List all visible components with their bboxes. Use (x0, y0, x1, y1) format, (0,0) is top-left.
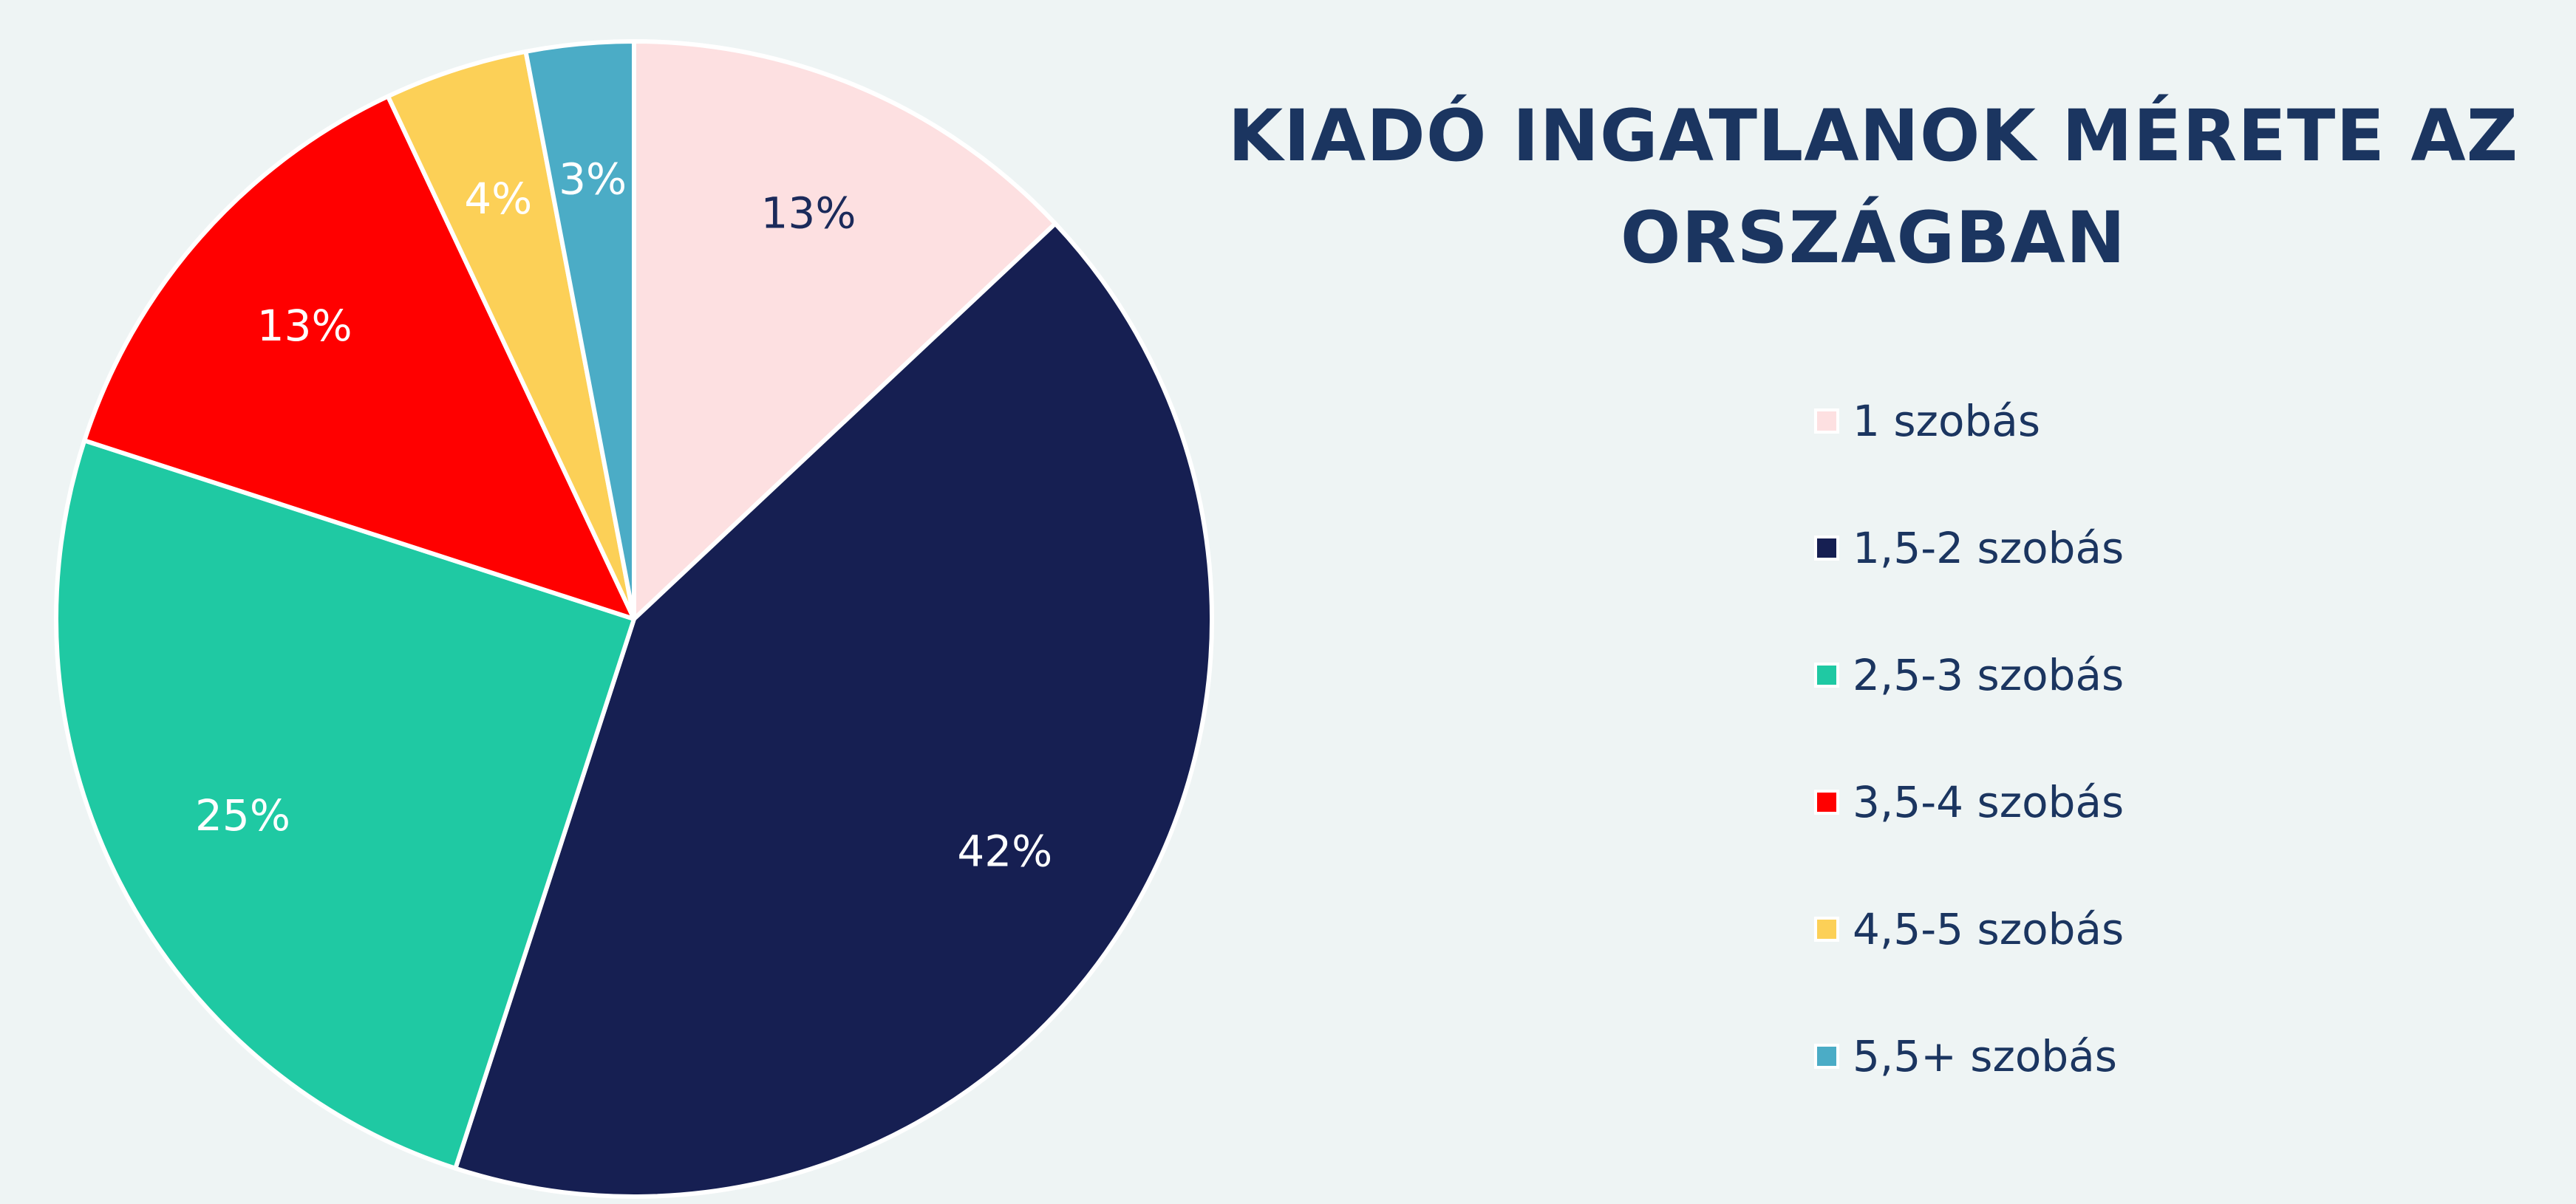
pie-data-label-6: 3% (559, 154, 627, 204)
pie-data-label-2: 42% (957, 827, 1052, 877)
pie-slice-2 (453, 221, 1214, 1199)
legend-label-4: 3,5-4 szobás (1853, 777, 2124, 827)
legend-swatch-3 (1814, 663, 1839, 688)
pie-data-label-3: 25% (195, 790, 290, 841)
pie-data-label-5: 4% (464, 174, 532, 224)
pie-data-label-1: 13% (761, 188, 856, 239)
pie-slices (54, 39, 1214, 1199)
legend-item-3: 2,5-3 szobás (1814, 646, 2124, 705)
legend-swatch-5 (1814, 917, 1839, 942)
legend-item-2: 1,5-2 szobás (1814, 519, 2124, 578)
legend-item-6: 5,5+ szobás (1814, 1027, 2117, 1086)
pie-slice-5 (386, 49, 636, 621)
legend-swatch-2 (1814, 536, 1839, 561)
legend-label-5: 4,5-5 szobás (1853, 904, 2124, 954)
legend-label-2: 1,5-2 szobás (1853, 523, 2124, 573)
pie-data-labels: 13% 42% 25% 13% 4% 3% (195, 154, 1052, 876)
chart-title-line-2: ORSZÁGBAN (1620, 196, 2127, 279)
pie-slice-3 (54, 438, 636, 1171)
legend-swatch-4 (1814, 790, 1839, 815)
pie-slice-6 (523, 39, 636, 621)
legend-item-1: 1 szobás (1814, 391, 2040, 451)
legend-swatch-1 (1814, 408, 1839, 434)
legend-label-3: 2,5-3 szobás (1853, 650, 2124, 700)
legend-item-4: 3,5-4 szobás (1814, 773, 2124, 832)
pie-data-label-4: 13% (257, 301, 352, 351)
pie-slice-4 (82, 94, 636, 621)
legend-label-6: 5,5+ szobás (1853, 1031, 2117, 1081)
chart-title-line-1: KIADÓ INGATLANOK MÉRETE AZ (1227, 95, 2519, 177)
legend-label-1: 1 szobás (1853, 396, 2041, 446)
pie-slice-1 (632, 39, 1058, 621)
legend-item-5: 4,5-5 szobás (1814, 900, 2124, 959)
chart-title: KIADÓ INGATLANOK MÉRETE AZ ORSZÁGBAN (1219, 85, 2527, 289)
legend-swatch-6 (1814, 1044, 1839, 1069)
